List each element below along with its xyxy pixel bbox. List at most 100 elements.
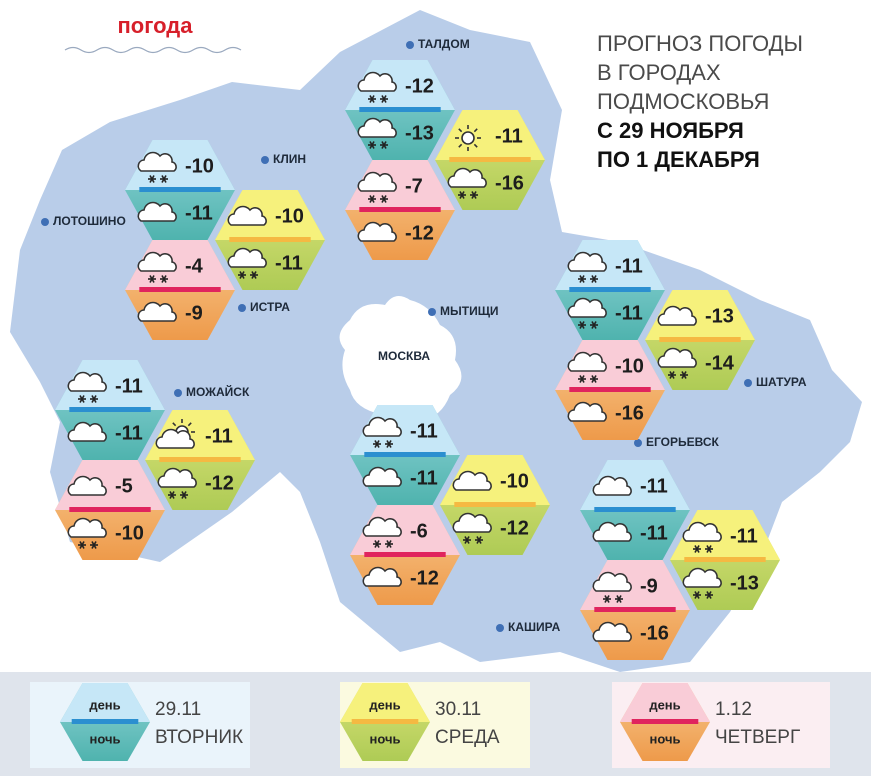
snow-icon [369,141,375,149]
snow-icon [251,271,257,279]
snow-icon [381,95,387,103]
cloud-icon [592,571,632,592]
cloud-icon [67,371,107,392]
day-temp: -10 [275,205,304,227]
cloud-icon [682,521,722,542]
cloud-icon [452,470,492,491]
snow-icon [381,141,387,149]
city-dot [238,304,246,312]
night-temp: -12 [500,517,529,539]
hex-bar [594,507,676,512]
snow-icon [169,491,175,499]
cloud-icon [592,621,632,642]
city-label: ЕГОРЬЕВСК [646,435,719,449]
cloud-icon [137,251,177,272]
city-label: КЛИН [273,152,306,166]
moscow-area [339,296,462,424]
cloud-icon [592,521,632,542]
sun-icon [461,131,475,145]
cloud-icon [357,117,397,138]
city-dot [428,308,436,316]
hex-day [435,110,545,160]
snow-icon [91,541,97,549]
city-label: ЛОТОШИНО [53,214,126,228]
hex-bar [569,287,651,292]
day-temp: -6 [410,520,428,542]
night-temp: -16 [615,402,644,424]
hex-bar [229,237,311,242]
headline-date: С 29 НОЯБРЯ [597,118,744,143]
day-temp: -11 [495,125,523,147]
day-temp: -10 [185,155,214,177]
hex-bar [159,457,241,462]
hex-bar [659,337,741,342]
day-temp: -11 [410,420,438,442]
cloud-icon [227,205,267,226]
hex-bar [449,157,531,162]
cloud-icon [657,305,697,326]
hex-bar [71,719,139,724]
night-temp: -13 [730,572,759,594]
day-temp: -11 [205,425,233,447]
sun-ray [187,422,192,427]
cloud-icon [362,566,402,587]
hex-day [340,683,430,722]
cloud-icon [357,171,397,192]
day-temp: -10 [615,355,644,377]
day-temp: -11 [615,255,643,277]
city-dot [174,389,182,397]
city-dot [41,218,49,226]
snow-icon [181,491,187,499]
header-wave [64,46,242,54]
snow-icon [591,375,597,383]
hex-bar [364,452,446,457]
snow-icon [374,540,380,548]
headline-line: ПОДМОСКОВЬЯ [597,89,769,114]
hex-bar [69,407,151,412]
night-temp: -10 [115,522,144,544]
cloud-icon [362,516,402,537]
snow-icon [706,545,712,553]
night-temp: -9 [185,302,203,324]
snow-icon [149,175,155,183]
day-temp: -9 [640,575,658,597]
cloud-icon [137,151,177,172]
snow-icon [694,545,700,553]
night-temp: -12 [205,472,234,494]
headline-line: В ГОРОДАХ [597,60,721,85]
legend-date: 29.11 [155,699,201,720]
legend-weekday: ЧЕТВЕРГ [715,727,800,748]
headline-line: ПРОГНОЗ ПОГОДЫ [597,31,803,56]
hex-bar [139,287,221,292]
cloud-icon [362,466,402,487]
hex-day [620,683,710,722]
hex-bar [364,552,446,557]
night-temp: -12 [410,567,439,589]
night-temp: -12 [405,222,434,244]
snow-icon [369,95,375,103]
snow-icon [694,591,700,599]
sun-ray [473,128,478,133]
hex-day [60,683,150,722]
city-label: ТАЛДОМ [418,37,470,51]
city-label: МЫТИЩИ [440,304,499,318]
cloud-icon [567,251,607,272]
cloud-icon [567,297,607,318]
cloud-icon [657,347,697,368]
snow-icon [386,440,392,448]
snow-icon [381,195,387,203]
night-temp: -11 [185,202,213,224]
snow-icon [374,440,380,448]
legend-weekday: ВТОРНИК [155,727,243,748]
night-temp: -11 [640,522,668,544]
cloud-icon [447,167,487,188]
day-temp: -13 [705,305,734,327]
day-temp: -11 [640,475,668,497]
cloud-icon [567,401,607,422]
snow-icon [669,371,675,379]
night-temp: -11 [615,302,643,324]
night-temp: -16 [640,622,669,644]
snow-icon [149,275,155,283]
legend-day: день [649,697,680,712]
